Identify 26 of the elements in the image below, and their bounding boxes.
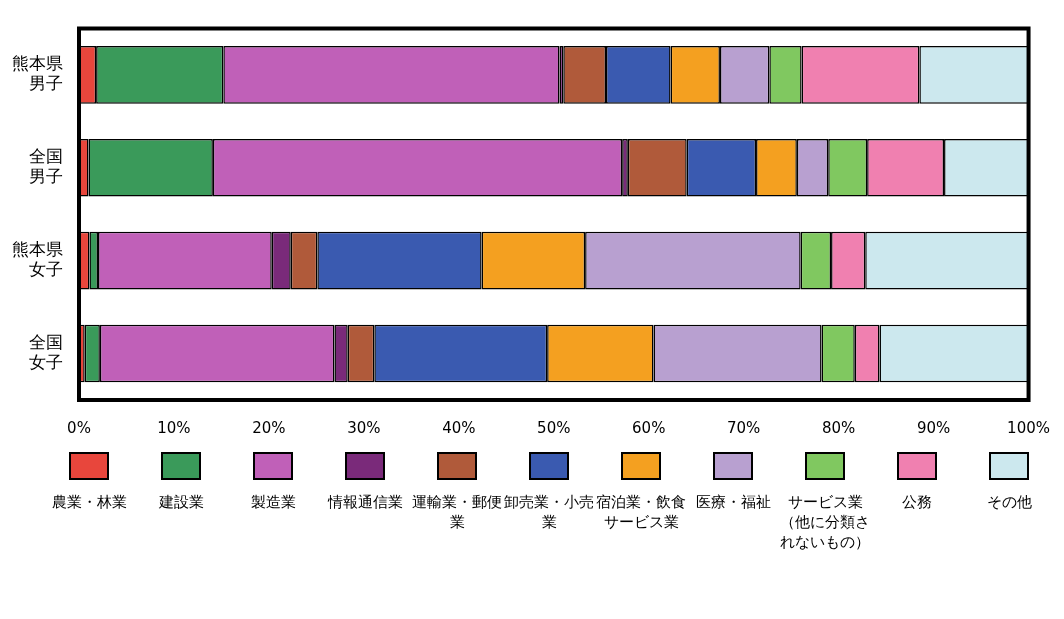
x-tick-label: 0% xyxy=(67,418,91,437)
x-tick-label: 80% xyxy=(821,418,856,437)
y-tick-label: 全国男子 xyxy=(29,145,63,187)
legend-label: サービス業（他に分類されないもの） xyxy=(780,492,870,552)
legend-label: 製造業 xyxy=(249,492,297,512)
legend-label: その他 xyxy=(985,492,1033,512)
x-tick-label: 70% xyxy=(727,418,761,437)
legend-label: 卸売業・小売業 xyxy=(504,492,594,532)
x-tick-label: 60% xyxy=(632,418,666,437)
x-tick-label: 50% xyxy=(537,418,571,437)
x-tick-label: 40% xyxy=(442,418,476,437)
x-tick-label: 30% xyxy=(347,418,381,437)
x-tick-label: 100% xyxy=(1007,418,1050,437)
y-tick-label: 熊本県男子 xyxy=(12,53,63,94)
legend-label: 運輸業・郵便業 xyxy=(412,492,502,532)
legend-label: 情報通信業 xyxy=(326,492,404,512)
legend-label: 建設業 xyxy=(157,492,205,512)
x-tick-label: 90% xyxy=(916,418,951,437)
y-tick-label: 全国女子 xyxy=(29,331,63,373)
y-tick-label: 熊本県女子 xyxy=(12,238,63,280)
legend-label: 医療・福祉 xyxy=(694,492,772,512)
x-tick-label: 20% xyxy=(252,418,286,437)
legend-label: 農業・林業 xyxy=(50,492,128,512)
legend-label: 公務 xyxy=(901,492,933,512)
legend-label: 宿泊業・飲食サービス業 xyxy=(596,492,686,532)
x-tick-label: 10% xyxy=(157,418,191,437)
